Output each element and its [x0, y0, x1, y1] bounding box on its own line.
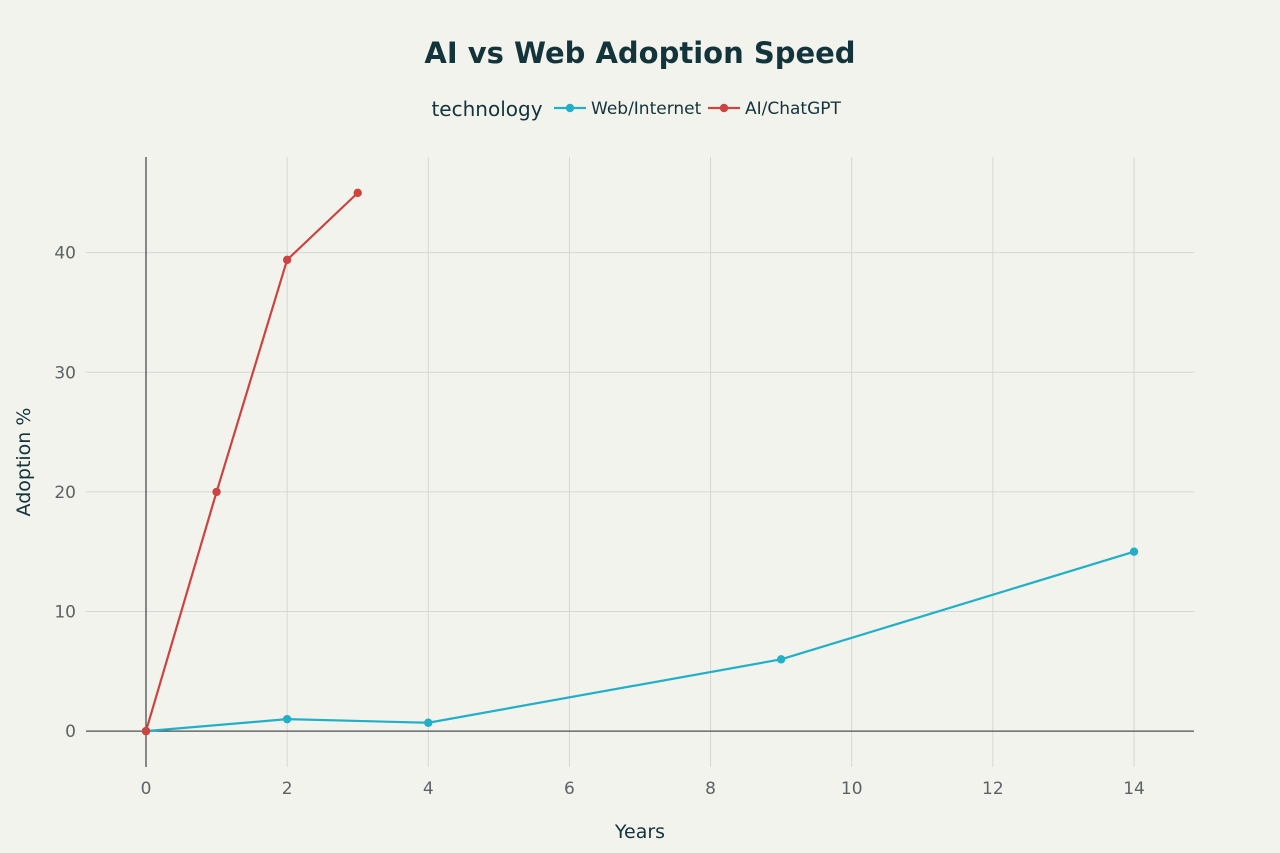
data-point-ai-chatgpt	[141, 726, 151, 736]
legend-label-web-internet: Web/Internet	[591, 99, 702, 119]
x-axis-title: Years	[614, 821, 665, 843]
chart-title: AI vs Web Adoption Speed	[424, 36, 855, 70]
data-point-ai-chatgpt	[353, 188, 362, 198]
x-tick-label: 8	[705, 779, 716, 799]
x-tick-label: 14	[1123, 779, 1145, 799]
series-line-ai-chatgpt	[144, 192, 359, 732]
legend-marker-ai-chatgpt	[719, 103, 729, 113]
data-point-web-internet	[776, 655, 786, 664]
y-tick-label: 0	[65, 722, 76, 742]
y-axis-title: Adoption %	[13, 408, 35, 517]
x-tick-label: 4	[423, 779, 434, 799]
x-tick-label: 6	[564, 779, 575, 799]
y-tick-label: 30	[54, 363, 76, 383]
y-tick-label: 10	[54, 603, 76, 623]
legend: technology Web/Internet AI/ChatGPT	[431, 97, 841, 121]
x-tick-label: 2	[282, 779, 293, 799]
tick-labels: 0 2 4 6 8 10 12 14 0 10 20 30 40	[54, 244, 1144, 799]
data-point-web-internet	[282, 714, 292, 724]
legend-marker-web-internet	[565, 103, 575, 113]
gridlines	[86, 157, 1194, 767]
data-point-web-internet	[1129, 547, 1139, 556]
x-tick-label: 10	[841, 779, 863, 799]
legend-title: technology	[431, 97, 542, 121]
data-point-ai-chatgpt	[282, 255, 292, 265]
y-tick-label: 40	[54, 244, 76, 264]
x-tick-label: 0	[141, 779, 152, 799]
data-point-ai-chatgpt	[212, 487, 221, 497]
series-line-web-internet	[145, 550, 1135, 733]
legend-label-ai-chatgpt: AI/ChatGPT	[745, 99, 842, 119]
data-point-web-internet	[424, 718, 433, 727]
axes	[86, 157, 1194, 767]
x-tick-label: 12	[982, 779, 1004, 799]
y-tick-label: 20	[54, 483, 76, 503]
series-layer	[141, 188, 1139, 736]
